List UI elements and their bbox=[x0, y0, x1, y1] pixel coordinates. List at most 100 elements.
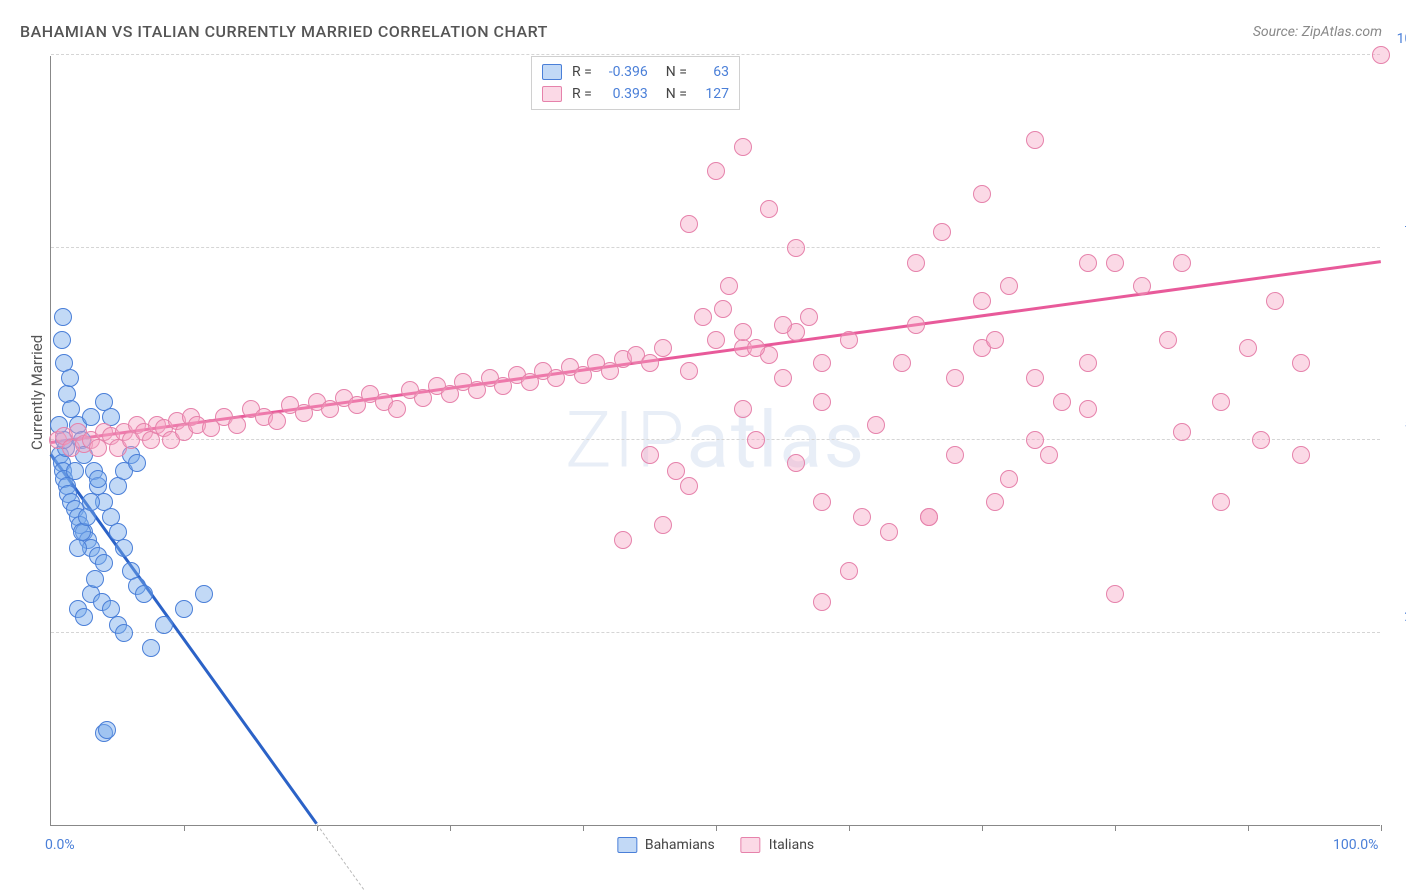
data-point bbox=[1292, 354, 1310, 372]
data-point bbox=[774, 369, 792, 387]
data-point bbox=[142, 639, 160, 657]
data-point bbox=[66, 462, 84, 480]
data-point bbox=[734, 138, 752, 156]
trendline-extrapolation bbox=[317, 824, 365, 890]
legend-N-value: 63 bbox=[697, 64, 729, 80]
data-point bbox=[707, 331, 725, 349]
data-point bbox=[1133, 277, 1151, 295]
legend-swatch bbox=[542, 64, 562, 80]
data-point bbox=[641, 354, 659, 372]
data-point bbox=[680, 362, 698, 380]
data-point bbox=[175, 600, 193, 618]
legend-swatch bbox=[741, 837, 761, 853]
data-point bbox=[734, 323, 752, 341]
y-tick-label: 75.0% bbox=[1386, 224, 1406, 240]
data-point bbox=[880, 523, 898, 541]
data-point bbox=[1252, 431, 1270, 449]
data-point bbox=[840, 562, 858, 580]
data-point bbox=[867, 416, 885, 434]
legend-R-label: R = bbox=[572, 86, 592, 102]
data-point bbox=[973, 292, 991, 310]
data-point bbox=[907, 316, 925, 334]
data-point bbox=[853, 508, 871, 526]
data-point bbox=[760, 200, 778, 218]
data-point bbox=[986, 331, 1004, 349]
data-point bbox=[680, 477, 698, 495]
data-point bbox=[109, 477, 127, 495]
data-point bbox=[73, 523, 91, 541]
gridline bbox=[51, 54, 1380, 55]
legend-R-value: 0.393 bbox=[602, 86, 648, 102]
data-point bbox=[268, 412, 286, 430]
x-tick-mark bbox=[583, 825, 584, 831]
x-tick-mark bbox=[849, 825, 850, 831]
data-point bbox=[1000, 277, 1018, 295]
legend-N-value: 127 bbox=[697, 86, 729, 102]
data-point bbox=[714, 300, 732, 318]
data-point bbox=[1053, 393, 1071, 411]
data-point bbox=[920, 508, 938, 526]
data-point bbox=[813, 593, 831, 611]
data-point bbox=[933, 223, 951, 241]
x-tick-mark bbox=[450, 825, 451, 831]
data-point bbox=[747, 431, 765, 449]
data-point bbox=[135, 585, 153, 603]
data-point bbox=[667, 462, 685, 480]
x-tick-mark bbox=[184, 825, 185, 831]
legend-swatch bbox=[617, 837, 637, 853]
data-point bbox=[1292, 446, 1310, 464]
data-point bbox=[973, 185, 991, 203]
data-point bbox=[946, 369, 964, 387]
data-point bbox=[907, 254, 925, 272]
data-point bbox=[1079, 400, 1097, 418]
y-tick-label: 25.0% bbox=[1386, 609, 1406, 625]
data-point bbox=[787, 239, 805, 257]
data-point bbox=[734, 400, 752, 418]
data-point bbox=[813, 393, 831, 411]
legend-item: Bahamians bbox=[617, 837, 715, 853]
legend-swatch bbox=[542, 86, 562, 102]
data-point bbox=[82, 493, 100, 511]
data-point bbox=[893, 354, 911, 372]
data-point bbox=[946, 446, 964, 464]
data-point bbox=[614, 531, 632, 549]
data-point bbox=[98, 721, 116, 739]
data-point bbox=[1079, 254, 1097, 272]
data-point bbox=[707, 162, 725, 180]
legend-R-label: R = bbox=[572, 64, 592, 80]
legend-label: Italians bbox=[769, 837, 814, 853]
legend-N-label: N = bbox=[666, 64, 687, 80]
data-point bbox=[641, 446, 659, 464]
data-point bbox=[388, 400, 406, 418]
y-tick-label: 100.0% bbox=[1386, 31, 1406, 47]
legend-label: Bahamians bbox=[645, 837, 715, 853]
data-point bbox=[155, 616, 173, 634]
x-tick-mark bbox=[1381, 825, 1382, 831]
data-point bbox=[1239, 339, 1257, 357]
data-point bbox=[128, 454, 146, 472]
data-point bbox=[800, 308, 818, 326]
data-point bbox=[1079, 354, 1097, 372]
data-point bbox=[747, 339, 765, 357]
data-point bbox=[774, 316, 792, 334]
gridline bbox=[51, 632, 1380, 633]
x-tick-mark bbox=[1115, 825, 1116, 831]
scatter-plot-area: ZIPatlas R =-0.396N =63R =0.393N =127 Ba… bbox=[50, 56, 1380, 826]
legend-R-value: -0.396 bbox=[602, 64, 648, 80]
data-point bbox=[78, 508, 96, 526]
data-point bbox=[1000, 470, 1018, 488]
data-point bbox=[89, 470, 107, 488]
x-tick-mark bbox=[716, 825, 717, 831]
y-tick-label: 50.0% bbox=[1386, 416, 1406, 432]
data-point bbox=[53, 331, 71, 349]
x-tick-label: 100.0% bbox=[1333, 837, 1378, 853]
data-point bbox=[1173, 254, 1191, 272]
x-tick-mark bbox=[1248, 825, 1249, 831]
data-point bbox=[82, 408, 100, 426]
data-point bbox=[1372, 46, 1390, 64]
data-point bbox=[115, 539, 133, 557]
x-tick-label: 0.0% bbox=[45, 837, 75, 853]
data-point bbox=[1026, 431, 1044, 449]
data-point bbox=[1173, 423, 1191, 441]
data-point bbox=[1212, 493, 1230, 511]
